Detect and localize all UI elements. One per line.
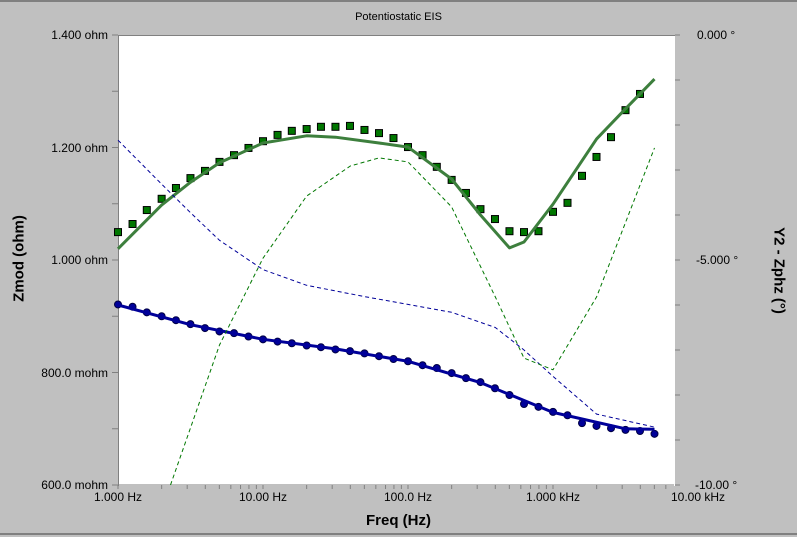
zphz-data-point: [316, 122, 325, 131]
y-tick-label: 1.000 ohm: [51, 253, 108, 267]
fit-series-line: [117, 303, 655, 431]
zphz-data-point: [157, 194, 166, 203]
zphz-data-point: [128, 220, 137, 228]
zphz-data-point: [490, 215, 499, 224]
y-tick-label: 800.0 mohm: [41, 366, 108, 380]
zphz-data-point: [331, 122, 340, 131]
x-axis-title: Freq (Hz): [366, 512, 431, 529]
zphz-data-point: [607, 133, 616, 142]
zphz-data-point: [287, 126, 296, 135]
dashed-series-line: [117, 139, 655, 428]
zphz-data-point: [114, 228, 122, 237]
x-tick-label: 10.00 kHz: [670, 490, 726, 504]
y2-tick-label: -5.000 °: [696, 253, 739, 267]
zphz-data-point: [273, 130, 282, 139]
zphz-data-point: [360, 125, 369, 134]
zphz-data-point: [520, 228, 529, 237]
zphz-data-point: [549, 207, 557, 216]
zphz-data-point: [171, 184, 180, 192]
chart-title: Potentiostatic EIS: [355, 11, 442, 23]
dashed-series-line: [170, 147, 655, 486]
x-tick-label: 1.000 Hz: [93, 490, 143, 504]
zphz-data-point: [142, 206, 151, 215]
zphz-data-point: [534, 227, 543, 236]
y2-tick-label: 0.000 °: [697, 28, 736, 42]
zphz-data-point: [592, 152, 601, 161]
y-tick-label: 600.0 mohm: [41, 478, 108, 492]
zphz-data-point: [505, 227, 514, 236]
zphz-data-point: [345, 121, 354, 130]
y-tick-label: 1.400 ohm: [51, 28, 108, 42]
zphz-data-point: [563, 198, 572, 207]
zmod-data-point: [650, 429, 659, 438]
zphz-data-point: [302, 125, 311, 134]
fit-series-line: [116, 78, 656, 250]
plot-area: [118, 35, 675, 486]
zphz-data-point: [375, 129, 384, 138]
zphz-data-point: [578, 171, 587, 180]
x-tick-label: 100.0 Hz: [383, 490, 433, 504]
x-tick-label: 10.00 Hz: [238, 490, 288, 504]
x-tick-label: 1.000 kHz: [525, 490, 581, 504]
y-tick-label: 1.200 ohm: [51, 141, 108, 155]
y2-tick-label: -10.00 °: [695, 478, 738, 492]
zphz-data-point: [389, 134, 398, 143]
